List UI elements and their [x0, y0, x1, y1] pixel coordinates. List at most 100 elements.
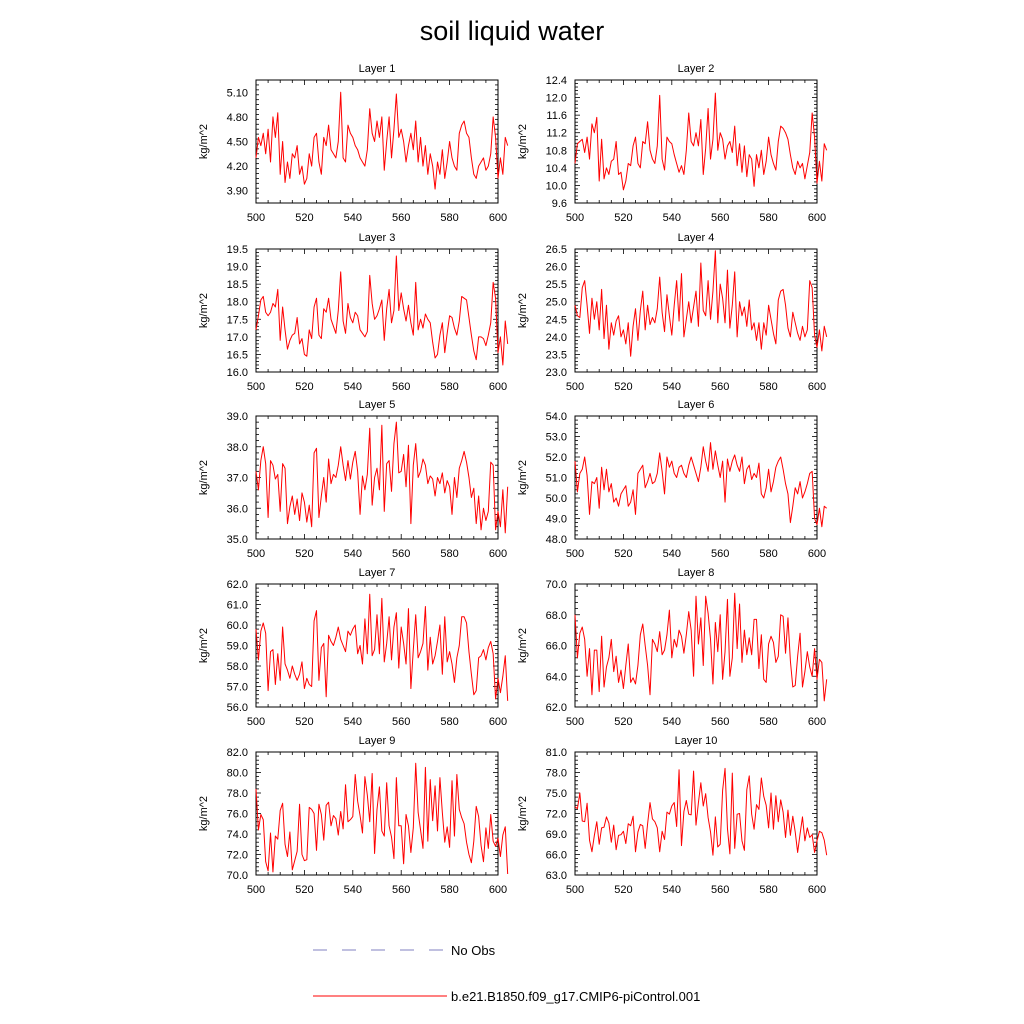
- y-tick-label: 63.0: [546, 870, 567, 882]
- y-tick-label: 57.0: [227, 682, 248, 694]
- x-tick-label: 540: [663, 381, 681, 393]
- panel-title: Layer 3: [359, 232, 396, 244]
- chart-panel-layer-7: Layer 7 kg/m^2 500 520 540 560 580 600 56.0 57.0 5…: [198, 567, 509, 728]
- figure-title: soil liquid water: [420, 16, 605, 46]
- y-tick-label: 5.10: [227, 87, 248, 99]
- y-tick-label: 49.0: [546, 514, 567, 526]
- y-tick-label: 10.0: [546, 180, 567, 192]
- x-tick-label: 540: [344, 716, 362, 728]
- series-line-model: [255, 762, 509, 875]
- chart-panel-layer-6: Layer 6 kg/m^2 500 520 540 560 580 600 48.0 49.0 5…: [517, 399, 828, 560]
- chart-panel-layer-9: Layer 9 kg/m^2 500 520 540 560 580 600 70.0 72.0 7…: [198, 735, 509, 896]
- y-tick-label: 60.0: [227, 620, 248, 632]
- x-tick-label: 600: [808, 212, 826, 224]
- y-tick-label: 10.8: [546, 145, 567, 157]
- y-tick-label: 48.0: [546, 534, 567, 546]
- plot-frame: [574, 415, 818, 540]
- y-tick-label: 4.20: [227, 161, 248, 173]
- x-tick-label: 560: [711, 884, 729, 896]
- y-tick-label: 38.0: [227, 442, 248, 454]
- x-tick-label: 500: [566, 884, 584, 896]
- plot-frame: [255, 79, 499, 204]
- plot-frame: [574, 751, 818, 876]
- y-tick-label: 39.0: [227, 411, 248, 423]
- x-tick-label: 520: [295, 548, 313, 560]
- y-axis-label: kg/m^2: [517, 460, 529, 495]
- y-axis-label: kg/m^2: [198, 796, 210, 831]
- y-axis-label: kg/m^2: [198, 460, 210, 495]
- x-tick-label: 520: [614, 884, 632, 896]
- y-tick-label: 17.5: [227, 314, 248, 326]
- y-tick-label: 66.0: [546, 641, 567, 653]
- panel-title: Layer 6: [678, 399, 715, 411]
- y-tick-label: 81.0: [546, 747, 567, 759]
- x-tick-label: 520: [295, 212, 313, 224]
- x-tick-label: 540: [344, 212, 362, 224]
- x-tick-label: 500: [566, 381, 584, 393]
- y-tick-label: 24.5: [546, 314, 567, 326]
- x-tick-label: 500: [247, 716, 265, 728]
- x-tick-label: 520: [614, 212, 632, 224]
- y-axis-label: kg/m^2: [517, 293, 529, 328]
- plot-frame: [255, 248, 499, 373]
- y-tick-label: 69.0: [546, 829, 567, 841]
- x-tick-label: 580: [440, 884, 458, 896]
- y-tick-label: 70.0: [546, 579, 567, 591]
- x-tick-label: 600: [808, 884, 826, 896]
- y-tick-label: 70.0: [227, 870, 248, 882]
- y-tick-label: 16.0: [227, 367, 248, 379]
- x-tick-label: 500: [566, 212, 584, 224]
- y-tick-label: 59.0: [227, 641, 248, 653]
- series-line-model: [574, 92, 828, 191]
- x-tick-label: 520: [295, 884, 313, 896]
- x-tick-label: 580: [759, 212, 777, 224]
- x-tick-label: 520: [614, 716, 632, 728]
- x-tick-label: 540: [663, 884, 681, 896]
- x-tick-label: 600: [808, 716, 826, 728]
- y-tick-label: 17.0: [227, 332, 248, 344]
- y-tick-label: 80.0: [227, 768, 248, 780]
- plot-frame: [255, 583, 499, 708]
- series-line-model: [255, 91, 509, 190]
- y-axis-label: kg/m^2: [517, 124, 529, 159]
- chart-panel-layer-2: Layer 2 kg/m^2 500 520 540 560 580 600 9.6 10.0 10…: [517, 63, 828, 224]
- x-tick-label: 520: [295, 716, 313, 728]
- series-line-model: [574, 592, 828, 702]
- x-tick-label: 600: [489, 884, 507, 896]
- y-tick-label: 74.0: [227, 829, 248, 841]
- chart-panel-layer-4: Layer 4 kg/m^2 500 520 540 560 580 600 23.0 23.5 2…: [517, 232, 828, 393]
- y-axis-label: kg/m^2: [517, 628, 529, 663]
- y-tick-label: 50.0: [546, 493, 567, 505]
- panel-title: Layer 2: [678, 63, 715, 75]
- panel-title: Layer 9: [359, 735, 396, 747]
- y-tick-label: 19.0: [227, 262, 248, 274]
- y-tick-label: 78.0: [227, 788, 248, 800]
- x-tick-label: 540: [663, 716, 681, 728]
- chart-panel-layer-3: Layer 3 kg/m^2 500 520 540 560 580 600 16.0 16.5 1…: [198, 232, 509, 393]
- y-tick-label: 26.5: [546, 244, 567, 256]
- series-line-model: [574, 767, 828, 856]
- panel-title: Layer 8: [678, 567, 715, 579]
- x-tick-label: 560: [711, 212, 729, 224]
- y-tick-label: 4.80: [227, 112, 248, 124]
- y-tick-label: 72.0: [546, 809, 567, 821]
- y-axis-label: kg/m^2: [198, 628, 210, 663]
- y-tick-label: 62.0: [546, 702, 567, 714]
- series-line-model: [255, 593, 509, 701]
- x-tick-label: 560: [711, 548, 729, 560]
- chart-panel-layer-5: Layer 5 kg/m^2 500 520 540 560 580 600 35.0 36.0 3…: [198, 399, 509, 560]
- x-tick-label: 600: [489, 716, 507, 728]
- x-tick-label: 580: [759, 381, 777, 393]
- y-tick-label: 25.5: [546, 279, 567, 291]
- y-tick-label: 10.4: [546, 163, 567, 175]
- y-tick-label: 11.2: [546, 128, 567, 140]
- y-axis-label: kg/m^2: [198, 124, 210, 159]
- y-tick-label: 26.0: [546, 262, 567, 274]
- y-tick-label: 75.0: [546, 788, 567, 800]
- x-tick-label: 540: [663, 212, 681, 224]
- y-tick-label: 23.0: [546, 367, 567, 379]
- x-tick-label: 560: [392, 381, 410, 393]
- x-tick-label: 500: [247, 548, 265, 560]
- x-tick-label: 580: [759, 884, 777, 896]
